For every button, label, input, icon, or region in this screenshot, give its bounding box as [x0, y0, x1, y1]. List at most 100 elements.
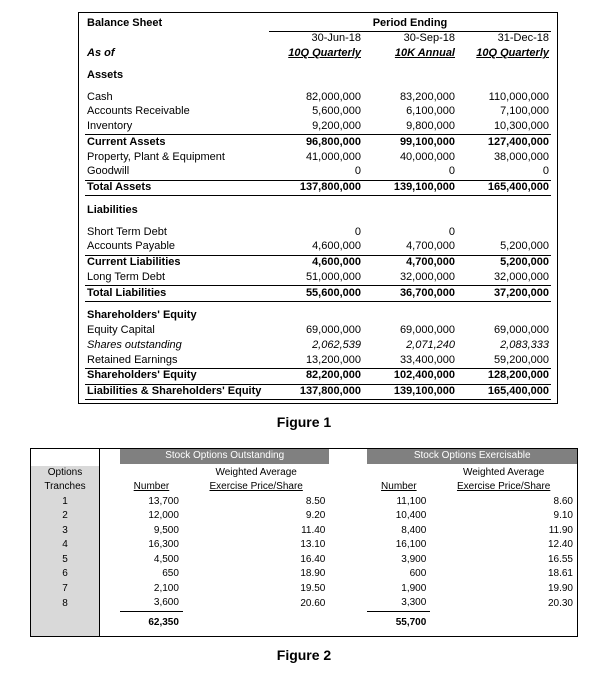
row-lse-v0: 137,800,000 — [269, 384, 363, 400]
assets-header: Assets — [85, 68, 269, 83]
ex-number: 1,900 — [367, 582, 430, 597]
row-cl-v1: 4,700,000 — [363, 255, 457, 270]
row-ar-v0: 5,600,000 — [269, 105, 363, 120]
row-lse-v2: 165,400,000 — [457, 384, 551, 400]
row-ta-v1: 139,100,000 — [363, 180, 457, 196]
row-ar-label: Accounts Receivable — [85, 105, 269, 120]
ex-price: 20.30 — [430, 596, 577, 611]
opt-total-1: 62,350 — [120, 614, 183, 631]
row-re-v2: 59,200,000 — [457, 353, 551, 368]
tranche-id: 1 — [31, 495, 100, 510]
tranche-id: 5 — [31, 553, 100, 568]
row-lse-label: Liabilities & Shareholders' Equity — [85, 384, 269, 400]
row-re-v0: 13,200,000 — [269, 353, 363, 368]
row-inv-v1: 9,800,000 — [363, 120, 457, 135]
figure1-caption: Figure 1 — [30, 414, 578, 430]
tranche-id: 7 — [31, 582, 100, 597]
eq-header: Shareholders' Equity — [85, 309, 269, 324]
options-row: 665018.9060018.61 — [31, 567, 578, 582]
row-gw-v0: 0 — [269, 165, 363, 180]
out-price: 11.40 — [183, 524, 329, 539]
col-wap1-b: Weighted Average — [430, 466, 577, 481]
out-price: 13.10 — [183, 538, 329, 553]
opt-total-2: 55,700 — [367, 614, 430, 631]
ex-number: 3,300 — [367, 596, 430, 611]
row-ppe-label: Property, Plant & Equipment — [85, 150, 269, 165]
row-ltd-v1: 32,000,000 — [363, 270, 457, 285]
row-ca-v0: 96,800,000 — [269, 135, 363, 150]
balance-sheet-panel: Balance Sheet Period Ending 30-Jun-18 30… — [78, 12, 558, 404]
row-ap-label: Accounts Payable — [85, 240, 269, 255]
options-row: 416,30013.1016,10012.40 — [31, 538, 578, 553]
col-number-a: Number — [120, 480, 183, 495]
row-inv-label: Inventory — [85, 120, 269, 135]
tranche-id: 2 — [31, 509, 100, 524]
col-type-2: 10Q Quarterly — [457, 47, 551, 62]
tranche-id: 8 — [31, 596, 100, 611]
row-ar-v2: 7,100,000 — [457, 105, 551, 120]
ex-number: 16,100 — [367, 538, 430, 553]
out-number: 9,500 — [120, 524, 183, 539]
row-inv-v2: 10,300,000 — [457, 120, 551, 135]
row-std-v0: 0 — [269, 225, 363, 240]
row-cl-v0: 4,600,000 — [269, 255, 363, 270]
col-date-2: 31-Dec-18 — [457, 31, 551, 46]
tranche-id: 4 — [31, 538, 100, 553]
as-of-label: As of — [85, 47, 269, 62]
col-date-1: 30-Sep-18 — [363, 31, 457, 46]
row-cash-v0: 82,000,000 — [269, 90, 363, 105]
out-number: 4,500 — [120, 553, 183, 568]
tranche-id: 6 — [31, 567, 100, 582]
ex-price: 11.90 — [430, 524, 577, 539]
ex-price: 8.60 — [430, 495, 577, 510]
col-wap2-b: Exercise Price/Share — [430, 480, 577, 495]
row-std-label: Short Term Debt — [85, 225, 269, 240]
col-type-1: 10K Annual — [363, 47, 457, 62]
figure2-caption: Figure 2 — [30, 647, 578, 663]
row-ltd-v0: 51,000,000 — [269, 270, 363, 285]
out-price: 20.60 — [183, 596, 329, 611]
group-exercisable: Stock Options Exercisable — [367, 449, 577, 464]
row-re-v1: 33,400,000 — [363, 353, 457, 368]
row-shares-label: Shares outstanding — [85, 338, 269, 353]
out-price: 9.20 — [183, 509, 329, 524]
out-number: 2,100 — [120, 582, 183, 597]
row-cl-label: Current Liabilities — [85, 255, 269, 270]
ex-number: 11,100 — [367, 495, 430, 510]
row-ltd-label: Long Term Debt — [85, 270, 269, 285]
row-ppe-v1: 40,000,000 — [363, 150, 457, 165]
row-ta-v0: 137,800,000 — [269, 180, 363, 196]
row-header-options: Options — [31, 466, 100, 481]
row-ca-v2: 127,400,000 — [457, 135, 551, 150]
ex-price: 19.90 — [430, 582, 577, 597]
out-number: 650 — [120, 567, 183, 582]
options-row: 54,50016.403,90016.55 — [31, 553, 578, 568]
page: Balance Sheet Period Ending 30-Jun-18 30… — [0, 0, 608, 681]
out-number: 13,700 — [120, 495, 183, 510]
ex-number: 3,900 — [367, 553, 430, 568]
period-ending-header: Period Ending — [269, 16, 551, 31]
row-eqcap-v2: 69,000,000 — [457, 324, 551, 339]
row-teq-v2: 128,200,000 — [457, 368, 551, 384]
options-row: 39,50011.408,40011.90 — [31, 524, 578, 539]
row-ar-v1: 6,100,000 — [363, 105, 457, 120]
ex-number: 10,400 — [367, 509, 430, 524]
row-cl-v2: 5,200,000 — [457, 255, 551, 270]
row-std-v1: 0 — [363, 225, 457, 240]
row-tl-v2: 37,200,000 — [457, 286, 551, 302]
row-cash-v2: 110,000,000 — [457, 90, 551, 105]
row-gw-v2: 0 — [457, 165, 551, 180]
row-tl-v0: 55,600,000 — [269, 286, 363, 302]
ex-number: 600 — [367, 567, 430, 582]
out-price: 19.50 — [183, 582, 329, 597]
row-ca-label: Current Assets — [85, 135, 269, 150]
row-header-tranches: Tranches — [31, 480, 100, 495]
row-ppe-v0: 41,000,000 — [269, 150, 363, 165]
out-price: 18.90 — [183, 567, 329, 582]
balance-sheet-table: Balance Sheet Period Ending 30-Jun-18 30… — [85, 16, 551, 400]
out-number: 16,300 — [120, 538, 183, 553]
row-teq-label: Shareholders' Equity — [85, 368, 269, 384]
row-inv-v0: 9,200,000 — [269, 120, 363, 135]
row-tl-label: Total Liabilities — [85, 286, 269, 302]
row-std-v2 — [457, 225, 551, 240]
